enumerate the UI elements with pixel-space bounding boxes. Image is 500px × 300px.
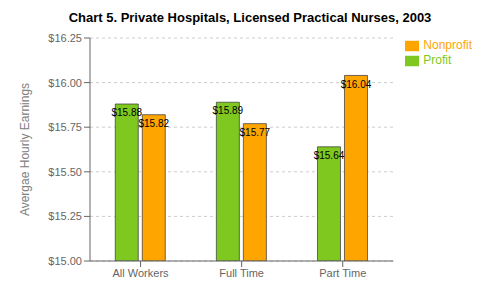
svg-text:$15.00: $15.00 bbox=[48, 255, 82, 267]
svg-text:$15.82: $15.82 bbox=[138, 118, 169, 129]
svg-text:$15.75: $15.75 bbox=[48, 121, 82, 133]
svg-text:$16.25: $16.25 bbox=[48, 32, 82, 44]
svg-text:$16.04: $16.04 bbox=[341, 79, 372, 90]
html-text:Chart 5. Private Hospitals, Li: Chart 5. Private Hospitals, Licensed Pra… bbox=[68, 10, 432, 25]
html-text:Profit: Profit bbox=[423, 52, 452, 67]
svg-text:$15.77: $15.77 bbox=[240, 127, 271, 138]
svg-text:Full Time: Full Time bbox=[219, 267, 264, 279]
svg-text:$15.50: $15.50 bbox=[48, 166, 82, 178]
svg-text:$16.00: $16.00 bbox=[48, 77, 82, 89]
svg-text:Part Time: Part Time bbox=[319, 267, 366, 279]
svg-text:Avergae Hourly Earnings: Avergae Hourly Earnings bbox=[18, 83, 32, 216]
svg-text:All Workers: All Workers bbox=[113, 267, 170, 279]
svg-text:$15.88: $15.88 bbox=[111, 107, 142, 118]
svg-text:$15.64: $15.64 bbox=[314, 150, 345, 161]
svg-text:$15.25: $15.25 bbox=[48, 210, 82, 222]
svg-text:$15.89: $15.89 bbox=[213, 105, 244, 116]
html-text:Nonprofit: Nonprofit bbox=[423, 38, 472, 52]
